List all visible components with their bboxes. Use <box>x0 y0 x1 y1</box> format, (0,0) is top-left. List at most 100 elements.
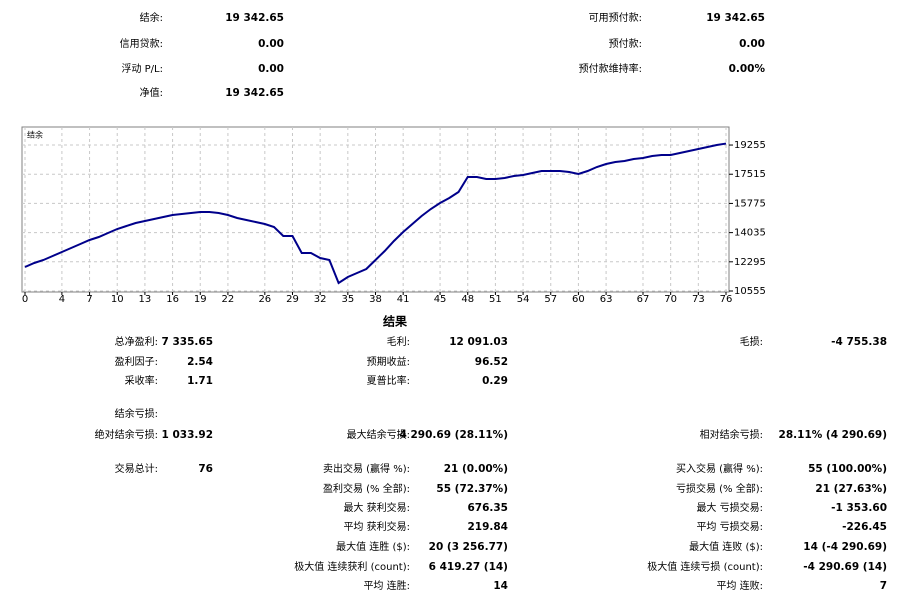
x-tick-label: 35 <box>341 294 354 305</box>
result-value: 0.29 <box>482 375 508 387</box>
result-value: -4 755.38 <box>831 336 887 348</box>
result-label: 毛损: <box>740 335 763 348</box>
balance-line <box>24 142 727 285</box>
result-value: 55 (100.00%) <box>808 463 887 475</box>
x-tick-label: 67 <box>637 294 650 305</box>
x-tick-label: 0 <box>22 294 28 305</box>
results-title: 结果 <box>383 314 407 329</box>
result-label: 交易总计: <box>115 462 158 475</box>
result-label: 极大值 连续亏损 (count): <box>647 560 763 573</box>
result-label: 夏普比率: <box>367 374 410 387</box>
result-value: 28.11% (4 290.69) <box>779 429 887 441</box>
result-label: 毛利: <box>387 336 410 348</box>
result-label: 平均 连败: <box>716 579 763 592</box>
x-tick-label: 54 <box>517 294 530 305</box>
result-label: 最大值 连胜 ($): <box>336 540 410 553</box>
result-value: -1 353.60 <box>831 502 887 514</box>
x-tick-label: 51 <box>489 294 502 305</box>
result-value: 1.71 <box>187 375 213 387</box>
x-tick-label: 10 <box>111 294 124 305</box>
summary-label: 净值: <box>140 86 163 99</box>
x-tick-label: 19 <box>194 294 207 305</box>
x-tick-label: 29 <box>286 294 299 305</box>
summary-value: 0.00% <box>729 63 766 75</box>
x-tick-label: 76 <box>720 294 733 305</box>
result-value: 76 <box>198 463 213 475</box>
x-tick-label: 63 <box>600 294 613 305</box>
y-tick-label: 17515 <box>734 169 766 180</box>
result-value: 14 <box>493 580 508 592</box>
x-tick-label: 32 <box>314 294 327 305</box>
result-label: 绝对结余亏损: <box>95 428 158 441</box>
result-label: 最大值 连败 ($): <box>689 540 763 553</box>
result-value: 21 (0.00%) <box>444 463 508 475</box>
chart-frame <box>21 126 730 293</box>
result-value: 7 <box>880 580 887 592</box>
summary-label: 结余: <box>140 11 163 24</box>
summary-label: 浮动 P/L: <box>121 63 163 75</box>
summary-value: 19 342.65 <box>225 87 284 99</box>
result-label: 平均 获利交易: <box>343 520 410 533</box>
result-label: 买入交易 (赢得 %): <box>676 462 763 475</box>
result-value: 1 033.92 <box>162 429 213 441</box>
y-tick-label: 19255 <box>734 140 766 151</box>
y-tick-label: 14035 <box>734 228 766 239</box>
summary-label: 预付款: <box>609 37 642 50</box>
result-label: 平均 连胜: <box>363 579 410 592</box>
result-label: 预期收益: <box>367 355 410 368</box>
result-label: 平均 亏损交易: <box>696 520 763 533</box>
x-tick-label: 41 <box>397 294 410 305</box>
result-label: 最大结余亏损: <box>347 428 410 441</box>
x-tick-label: 60 <box>572 294 585 305</box>
result-label: 采收率: <box>125 374 158 387</box>
x-tick-label: 57 <box>544 294 557 305</box>
x-tick-label: 16 <box>166 294 179 305</box>
summary-label: 预付款维持率: <box>579 62 642 75</box>
summary-value: 19 342.65 <box>706 12 765 24</box>
x-tick-label: 26 <box>258 294 271 305</box>
result-value: 12 091.03 <box>449 336 508 348</box>
summary-value: 0.00 <box>739 38 765 50</box>
result-value: 20 (3 256.77) <box>429 541 508 553</box>
result-value: 4 290.69 (28.11%) <box>400 429 508 441</box>
x-tick-label: 70 <box>664 294 677 305</box>
x-tick-label: 45 <box>434 294 447 305</box>
result-label: 亏损交易 (% 全部): <box>676 482 763 495</box>
result-value: 55 (72.37%) <box>436 483 508 495</box>
result-value: -226.45 <box>842 521 887 533</box>
x-tick-label: 73 <box>692 294 705 305</box>
result-label: 总净盈利: <box>115 335 158 348</box>
result-value: 96.52 <box>475 356 508 368</box>
result-label: 最大 获利交易: <box>343 501 410 514</box>
y-tick-label: 12295 <box>734 257 766 268</box>
x-tick-label: 4 <box>59 294 65 305</box>
result-value: 14 (-4 290.69) <box>803 541 887 553</box>
result-value: 219.84 <box>467 521 508 533</box>
series-label: 结余 <box>27 130 43 140</box>
summary-value: 19 342.65 <box>225 12 284 24</box>
summary-label: 可用预付款: <box>589 11 642 24</box>
result-value: 676.35 <box>467 502 508 514</box>
result-label: 卖出交易 (赢得 %): <box>323 462 410 475</box>
x-tick-label: 13 <box>139 294 152 305</box>
x-tick-label: 22 <box>222 294 235 305</box>
result-value: 2.54 <box>187 356 213 368</box>
y-tick-label: 10555 <box>734 286 766 297</box>
x-tick-label: 7 <box>86 294 92 305</box>
summary-label: 信用贷款: <box>120 37 163 50</box>
x-tick-label: 38 <box>369 294 382 305</box>
result-label: 极大值 连续获利 (count): <box>294 560 410 573</box>
result-label: 最大 亏损交易: <box>696 501 763 514</box>
result-label: 盈利交易 (% 全部): <box>323 482 410 495</box>
summary-value: 0.00 <box>258 63 284 75</box>
result-value: 6 419.27 (14) <box>429 561 508 573</box>
result-value: 7 335.65 <box>162 336 213 348</box>
result-value: 21 (27.63%) <box>815 483 887 495</box>
y-tick-label: 15775 <box>734 198 766 209</box>
summary-value: 0.00 <box>258 38 284 50</box>
result-label: 结余亏损: <box>115 407 158 420</box>
result-label: 盈利因子: <box>115 356 158 368</box>
result-label: 相对结余亏损: <box>700 428 763 441</box>
